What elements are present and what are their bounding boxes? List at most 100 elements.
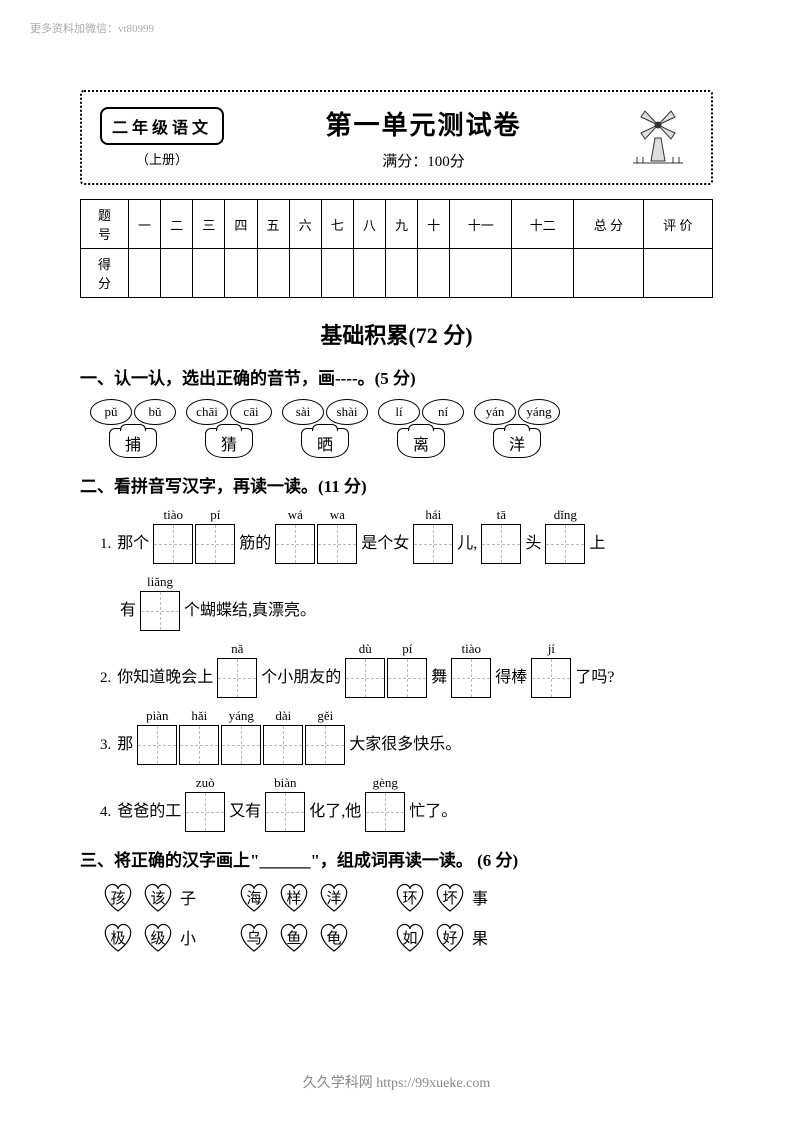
sentence-text: 筋的 [237,524,273,564]
pinyin-bubble[interactable]: pǔ [90,399,132,425]
char-input-box[interactable] [137,725,177,765]
char-box-wrap: wa [317,507,357,564]
full-score: 满分：100分 [224,150,623,171]
suffix-char: 果 [472,925,488,949]
char-box-wrap: tā [481,507,521,564]
char-box-wrap: hǎi [179,708,219,765]
q1-title: 一、认一认，选出正确的音节，画----。(5 分) [80,364,713,389]
score-cell[interactable] [193,249,225,298]
score-col-header: 五 [257,200,289,249]
line-number: 3. [100,725,111,765]
pinyin-pair: yányáng洋 [474,399,560,458]
pinyin-pair: pǔbǔ捕 [90,399,176,458]
pinyin-bubble[interactable]: lí [378,399,420,425]
pinyin-bubble[interactable]: cāi [230,399,272,425]
heart-option[interactable]: 海 [236,881,272,913]
pinyin-bubble[interactable]: bǔ [134,399,176,425]
score-table: 题 号一二三四五六七八九十十一十二总 分评 价 得 分 [80,199,713,298]
score-cell[interactable] [450,249,512,298]
pinyin-pair: chāicāi猜 [186,399,272,458]
heart-group: 孩该子 [100,881,196,913]
score-cell[interactable] [353,249,385,298]
suffix-char: 事 [472,885,488,909]
char-input-box[interactable] [217,658,257,698]
char-input-box[interactable] [221,725,261,765]
char-input-box[interactable] [481,524,521,564]
watermark-text: 更多资料加微信：vt80999 [30,20,154,36]
heart-option[interactable]: 如 [392,921,428,953]
char-input-box[interactable] [317,524,357,564]
char-box-wrap: liǎng [140,574,180,631]
heart-option[interactable]: 鱼 [276,921,312,953]
char-input-box[interactable] [140,591,180,631]
char-input-box[interactable] [545,524,585,564]
score-cell[interactable] [225,249,257,298]
score-cell[interactable] [574,249,643,298]
heart-option[interactable]: 好 [432,921,468,953]
header-box: 二年级语文 （上册） 第一单元测试卷 满分：100分 [80,90,713,185]
score-cell[interactable] [418,249,450,298]
char-input-box[interactable] [305,725,345,765]
pinyin-bubble[interactable]: yán [474,399,516,425]
char-input-box[interactable] [195,524,235,564]
char-input-box[interactable] [263,725,303,765]
pinyin-label: tiào [164,507,184,523]
pinyin-label: dǐng [554,507,577,523]
q2-line-4: 4.爸爸的工zuò又有biàn化了,他gèng忙了。 [100,775,713,832]
score-cell[interactable] [386,249,418,298]
pinyin-label: wá [288,507,303,523]
score-cell[interactable] [321,249,353,298]
heart-option[interactable]: 级 [140,921,176,953]
pinyin-label: liǎng [147,574,173,590]
pinyin-label: nǎ [231,641,243,657]
char-input-box[interactable] [413,524,453,564]
sentence-text: 个小朋友的 [259,658,343,698]
char-input-box[interactable] [531,658,571,698]
score-cell[interactable] [257,249,289,298]
main-title: 第一单元测试卷 [224,105,623,142]
sentence-text: 舞 [429,658,449,698]
pinyin-label: dài [275,708,291,724]
char-input-box[interactable] [365,792,405,832]
heart-option[interactable]: 龟 [316,921,352,953]
pinyin-bubble[interactable]: shài [326,399,368,425]
pinyin-pair: sàishài 晒 [282,399,368,458]
char-input-box[interactable] [275,524,315,564]
score-col-header: 十 [418,200,450,249]
score-cell[interactable] [129,249,161,298]
char-input-box[interactable] [265,792,305,832]
pinyin-bubble[interactable]: yáng [518,399,560,425]
heart-option[interactable]: 乌 [236,921,272,953]
heart-option[interactable]: 该 [140,881,176,913]
score-col-header: 三 [193,200,225,249]
char-input-box[interactable] [345,658,385,698]
pinyin-bubble[interactable]: chāi [186,399,228,425]
char-input-box[interactable] [179,725,219,765]
sentence-text: 忙了。 [407,792,459,832]
char-input-box[interactable] [451,658,491,698]
heart-option[interactable]: 坏 [432,881,468,913]
sentence-text: 爸爸的工 [115,792,183,832]
char-input-box[interactable] [153,524,193,564]
char-jar: 晒 [301,428,349,458]
char-input-box[interactable] [185,792,225,832]
heart-option[interactable]: 极 [100,921,136,953]
pinyin-label: pí [402,641,412,657]
score-cell[interactable] [512,249,574,298]
char-box-wrap: nǎ [217,641,257,698]
pinyin-label: pí [210,507,220,523]
score-cell[interactable] [161,249,193,298]
heart-option[interactable]: 洋 [316,881,352,913]
heart-option[interactable]: 样 [276,881,312,913]
char-input-box[interactable] [387,658,427,698]
sentence-text: 大家很多快乐。 [347,725,463,765]
char-box-wrap: yáng [221,708,261,765]
heart-option[interactable]: 环 [392,881,428,913]
score-col-header: 二 [161,200,193,249]
pinyin-label: hǎi [191,708,207,724]
score-cell[interactable] [643,249,712,298]
heart-option[interactable]: 孩 [100,881,136,913]
pinyin-bubble[interactable]: ní [422,399,464,425]
pinyin-bubble[interactable]: sài [282,399,324,425]
score-cell[interactable] [289,249,321,298]
